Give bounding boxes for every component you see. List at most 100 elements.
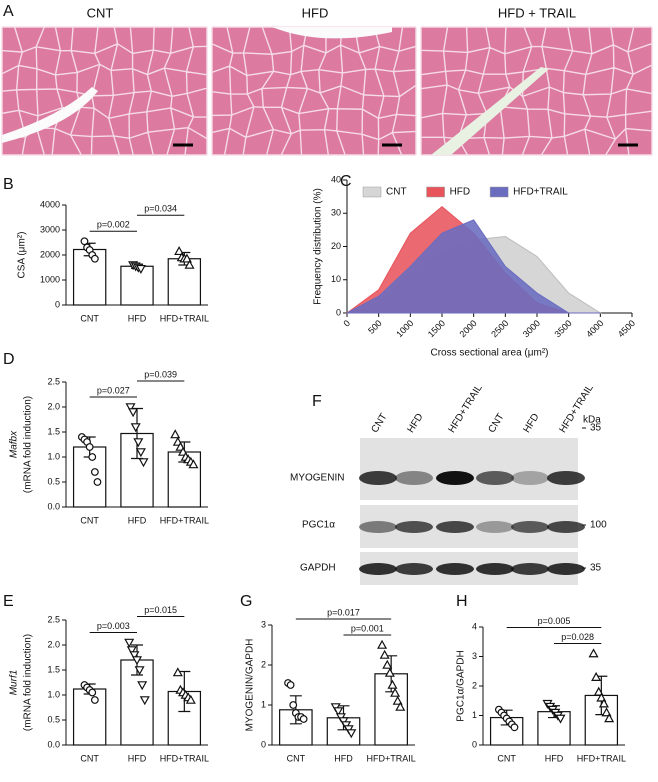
x-tick-label: HFD bbox=[128, 515, 147, 525]
blot-band bbox=[436, 563, 474, 575]
x-tick-label: 3000 bbox=[521, 318, 542, 339]
bar bbox=[72, 688, 107, 746]
data-point bbox=[555, 714, 566, 724]
y-tick-label: 1.0 bbox=[47, 689, 60, 699]
x-tick-label: CNT bbox=[497, 753, 516, 763]
p-value: p=0.028 bbox=[561, 632, 594, 642]
y-axis-label: PGC1α/GAPDH bbox=[456, 650, 467, 721]
data-point bbox=[80, 237, 89, 246]
x-tick-label: CNT bbox=[287, 753, 306, 763]
x-tick-label: 4000 bbox=[584, 318, 605, 339]
lane-label: HFD bbox=[521, 412, 541, 435]
y-axis-label: MYOGENIN/GAPDH bbox=[245, 639, 256, 732]
data-point bbox=[88, 453, 97, 461]
blot-band bbox=[395, 521, 433, 533]
data-point bbox=[172, 667, 183, 677]
blot-band bbox=[476, 563, 514, 575]
data-point bbox=[299, 715, 308, 723]
y-tick-label: 0.0 bbox=[47, 739, 60, 749]
x-tick-label: 0 bbox=[341, 318, 352, 329]
data-point bbox=[289, 701, 298, 709]
data-point bbox=[85, 443, 94, 451]
data-point bbox=[131, 656, 143, 666]
x-tick-label: 2500 bbox=[489, 318, 510, 339]
x-tick-label: HFD+TRAIL bbox=[160, 515, 209, 525]
panel-letter: E bbox=[3, 593, 14, 610]
y-tick-label: 2.5 bbox=[47, 614, 60, 624]
bar bbox=[167, 258, 202, 306]
x-tick-label: HFD+TRAIL bbox=[160, 313, 209, 323]
data-point bbox=[588, 648, 599, 658]
y-tick-label: 3000 bbox=[40, 224, 60, 234]
data-point bbox=[124, 638, 135, 648]
data-point bbox=[134, 666, 145, 676]
y-tick-label: 2 bbox=[472, 680, 477, 690]
y-axis-label: Mafbx bbox=[9, 430, 20, 458]
y-tick-label: 0.0 bbox=[47, 501, 60, 511]
data-point bbox=[601, 707, 612, 717]
blot-band bbox=[395, 563, 433, 575]
x-tick-label: 2000 bbox=[458, 318, 479, 339]
panel-letter: B bbox=[3, 176, 14, 193]
panel-letter: F bbox=[312, 393, 322, 410]
size-marker: 35 bbox=[590, 563, 602, 574]
data-point bbox=[125, 403, 136, 413]
area bbox=[346, 219, 601, 314]
y-axis-label: (mRNA fold induction) bbox=[23, 634, 34, 731]
bar bbox=[120, 265, 154, 306]
x-tick-label: CNT bbox=[80, 313, 99, 323]
p-value: p=0.027 bbox=[97, 385, 130, 395]
blot-band bbox=[359, 521, 397, 533]
blot-band bbox=[436, 521, 474, 533]
p-value: p=0.015 bbox=[144, 605, 177, 615]
tissue-gap bbox=[2, 87, 98, 143]
y-tick-label: 1.5 bbox=[47, 426, 60, 436]
data-point bbox=[379, 649, 390, 659]
y-axis-label: Frequency distribution (%) bbox=[313, 188, 324, 305]
data-point bbox=[129, 651, 140, 661]
y-tick-label: 1000 bbox=[40, 274, 60, 284]
lane-label: HFD bbox=[405, 412, 425, 435]
blot-band bbox=[511, 471, 549, 485]
data-point bbox=[135, 448, 146, 458]
data-point bbox=[333, 707, 344, 717]
y-tick-label: 0 bbox=[261, 739, 266, 749]
size-marker: 35 bbox=[590, 423, 602, 434]
blot-row-label: MYOGENIN bbox=[290, 473, 344, 484]
legend-swatch bbox=[362, 186, 382, 198]
size-marker: 100 bbox=[590, 520, 607, 531]
data-point bbox=[395, 701, 406, 711]
tissue-gap bbox=[272, 27, 392, 39]
y-tick-label: 4 bbox=[472, 621, 477, 631]
x-axis-label: Cross sectional area (μm²) bbox=[430, 348, 548, 359]
blot-membrane bbox=[360, 438, 578, 500]
data-point bbox=[139, 696, 150, 706]
data-point bbox=[174, 246, 185, 256]
x-tick-label: 3500 bbox=[553, 318, 574, 339]
blot-row-label: PGC1α bbox=[302, 520, 335, 531]
p-value: p=0.034 bbox=[144, 204, 177, 214]
blot-band bbox=[359, 471, 397, 485]
data-point bbox=[390, 687, 401, 697]
p-value: p=0.005 bbox=[538, 616, 571, 626]
legend-swatch bbox=[426, 186, 445, 198]
y-tick-label: 30 bbox=[331, 208, 341, 218]
p-value: p=0.001 bbox=[351, 623, 384, 633]
y-tick-label: 40 bbox=[331, 174, 341, 184]
data-point bbox=[135, 264, 146, 274]
y-tick-label: 2000 bbox=[40, 249, 60, 259]
blot-unit: kDa bbox=[583, 415, 601, 426]
x-tick-label: CNT bbox=[80, 515, 99, 525]
blot-band bbox=[436, 471, 474, 485]
x-tick-label: HFD bbox=[545, 753, 564, 763]
blot-band bbox=[476, 521, 514, 533]
y-tick-label: 0 bbox=[55, 299, 60, 309]
data-point bbox=[286, 681, 295, 689]
y-tick-label: 1 bbox=[261, 699, 266, 709]
data-point bbox=[593, 686, 604, 696]
blot-band bbox=[359, 563, 397, 575]
x-tick-label: HFD+TRAIL bbox=[367, 753, 416, 763]
blot-band bbox=[547, 471, 585, 485]
